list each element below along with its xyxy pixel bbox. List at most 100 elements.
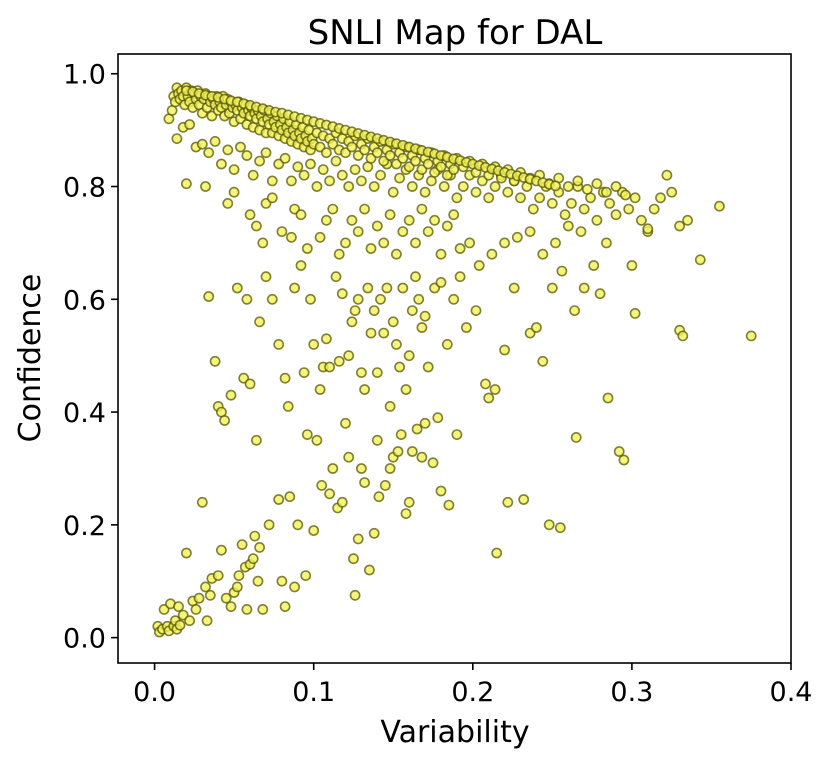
data-point bbox=[352, 226, 364, 237]
data-point bbox=[524, 226, 536, 237]
data-point bbox=[403, 214, 415, 226]
data-point bbox=[435, 248, 447, 260]
data-point bbox=[209, 355, 221, 367]
data-point bbox=[228, 186, 240, 198]
data-point bbox=[397, 226, 409, 237]
data-point bbox=[320, 333, 332, 345]
data-point bbox=[311, 434, 323, 446]
data-point bbox=[601, 186, 612, 198]
data-point bbox=[419, 186, 431, 198]
data-point bbox=[273, 494, 285, 505]
data-point bbox=[171, 133, 183, 144]
data-point bbox=[343, 350, 355, 362]
data-point bbox=[566, 197, 577, 209]
data-point bbox=[682, 214, 693, 226]
data-point bbox=[406, 181, 418, 192]
y-tick-label: 0.4 bbox=[63, 398, 106, 429]
data-point bbox=[336, 288, 348, 300]
data-point bbox=[241, 604, 253, 615]
y-axis-ticks: 0.0 0.2 0.4 0.6 0.8 1.0 bbox=[63, 60, 118, 655]
data-point bbox=[604, 197, 615, 209]
data-point bbox=[591, 178, 603, 190]
data-point bbox=[537, 355, 549, 367]
data-point bbox=[266, 293, 278, 305]
data-point bbox=[387, 186, 399, 198]
data-point bbox=[550, 237, 561, 249]
data-point bbox=[416, 451, 428, 463]
data-point bbox=[250, 220, 262, 232]
data-point bbox=[454, 243, 466, 254]
data-point bbox=[330, 271, 342, 283]
data-point bbox=[454, 271, 466, 283]
data-point bbox=[602, 392, 614, 404]
data-point bbox=[308, 338, 320, 350]
data-point bbox=[368, 527, 380, 539]
data-point bbox=[276, 575, 288, 587]
data-point bbox=[677, 330, 689, 342]
data-point bbox=[613, 446, 625, 457]
data-point bbox=[196, 496, 208, 508]
data-point bbox=[247, 553, 259, 565]
data-point bbox=[375, 293, 386, 305]
data-point bbox=[537, 248, 549, 260]
data-point bbox=[362, 282, 374, 294]
data-point bbox=[231, 581, 243, 593]
data-point bbox=[470, 186, 482, 198]
data-point bbox=[193, 592, 205, 604]
data-point bbox=[295, 209, 307, 221]
data-point bbox=[320, 214, 332, 226]
data-point bbox=[480, 378, 491, 390]
data-point bbox=[244, 378, 256, 390]
data-point bbox=[489, 384, 501, 395]
y-tick-label: 1.0 bbox=[63, 60, 106, 91]
data-point bbox=[236, 539, 248, 550]
data-point bbox=[279, 372, 291, 384]
data-point bbox=[674, 220, 685, 232]
data-point bbox=[298, 367, 310, 378]
data-point bbox=[411, 423, 423, 435]
data-point bbox=[301, 429, 313, 440]
data-point bbox=[419, 417, 431, 429]
data-point bbox=[327, 463, 339, 474]
data-point bbox=[594, 288, 606, 300]
data-point bbox=[241, 293, 253, 305]
data-point bbox=[215, 158, 227, 170]
data-point bbox=[378, 237, 390, 249]
data-point bbox=[416, 322, 428, 333]
data-point bbox=[300, 570, 312, 581]
data-point bbox=[200, 181, 211, 192]
data-point bbox=[373, 491, 385, 503]
data-point bbox=[371, 434, 383, 446]
data-point bbox=[623, 203, 635, 215]
data-point bbox=[451, 429, 463, 440]
data-point bbox=[384, 209, 396, 221]
data-point bbox=[392, 446, 404, 457]
data-point bbox=[203, 147, 215, 159]
data-point bbox=[346, 141, 358, 153]
data-point bbox=[247, 169, 259, 181]
data-point bbox=[365, 243, 377, 254]
data-point bbox=[316, 479, 328, 491]
data-point bbox=[546, 197, 558, 209]
y-tick-label: 0.6 bbox=[63, 285, 106, 316]
data-point bbox=[441, 220, 453, 232]
data-point bbox=[279, 152, 291, 164]
data-point bbox=[292, 519, 304, 531]
data-point bbox=[406, 305, 418, 316]
data-point bbox=[610, 209, 622, 221]
data-point bbox=[438, 181, 450, 192]
data-point bbox=[601, 237, 612, 249]
data-point bbox=[254, 316, 265, 328]
data-point bbox=[636, 214, 647, 226]
data-point bbox=[629, 307, 641, 319]
data-point bbox=[508, 282, 520, 294]
data-point bbox=[336, 496, 348, 508]
data-point bbox=[384, 463, 396, 474]
data-point bbox=[346, 214, 358, 226]
data-point bbox=[486, 248, 498, 260]
data-point bbox=[200, 581, 211, 593]
data-point bbox=[390, 338, 402, 350]
data-point bbox=[642, 223, 654, 235]
data-point bbox=[284, 491, 296, 503]
